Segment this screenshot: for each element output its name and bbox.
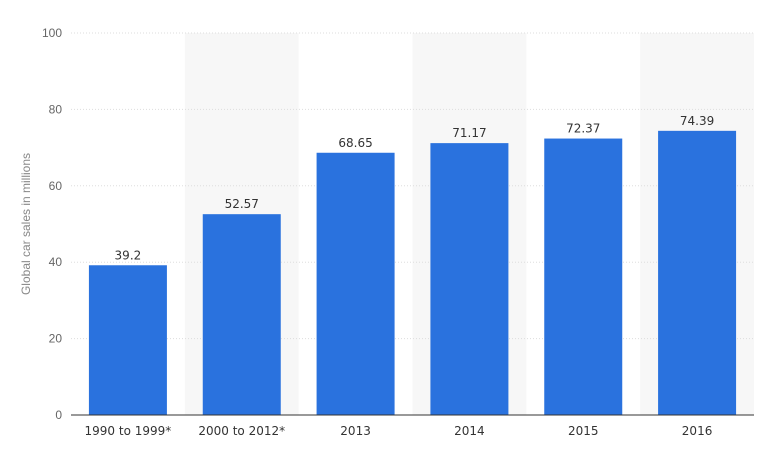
data-label: 52.57 [225,197,259,211]
data-labels: 39.2 52.57 68.65 71.17 72.37 74.39 [115,114,715,262]
bar [202,214,281,415]
bars [88,130,737,415]
bar [544,138,623,415]
bar [316,152,395,415]
data-label: 68.65 [338,136,372,150]
x-tick-label: 2014 [454,424,485,438]
data-label: 72.37 [566,122,600,136]
x-tick-label: 2015 [568,424,599,438]
x-axis-ticks: 1990 to 1999* 2000 to 2012* 2013 2014 2015 20… [85,424,713,438]
bar [430,143,509,415]
y-axis-title: Global car sales in millions [19,153,33,295]
y-tick-label: 100 [42,26,62,40]
bar [88,265,167,415]
y-tick-label: 60 [49,179,63,193]
x-tick-label: 2013 [340,424,371,438]
y-tick-label: 80 [49,102,63,116]
x-tick-label: 2000 to 2012* [198,424,285,438]
y-axis-ticks: 0 20 40 60 80 100 [42,26,62,422]
y-tick-label: 20 [49,332,63,346]
y-tick-label: 0 [55,408,62,422]
data-label: 71.17 [452,126,486,140]
bar [658,130,737,415]
data-label: 39.2 [115,248,142,262]
data-label: 74.39 [680,114,714,128]
x-tick-label: 1990 to 1999* [85,424,172,438]
y-tick-label: 40 [49,255,63,269]
x-tick-label: 2016 [682,424,713,438]
